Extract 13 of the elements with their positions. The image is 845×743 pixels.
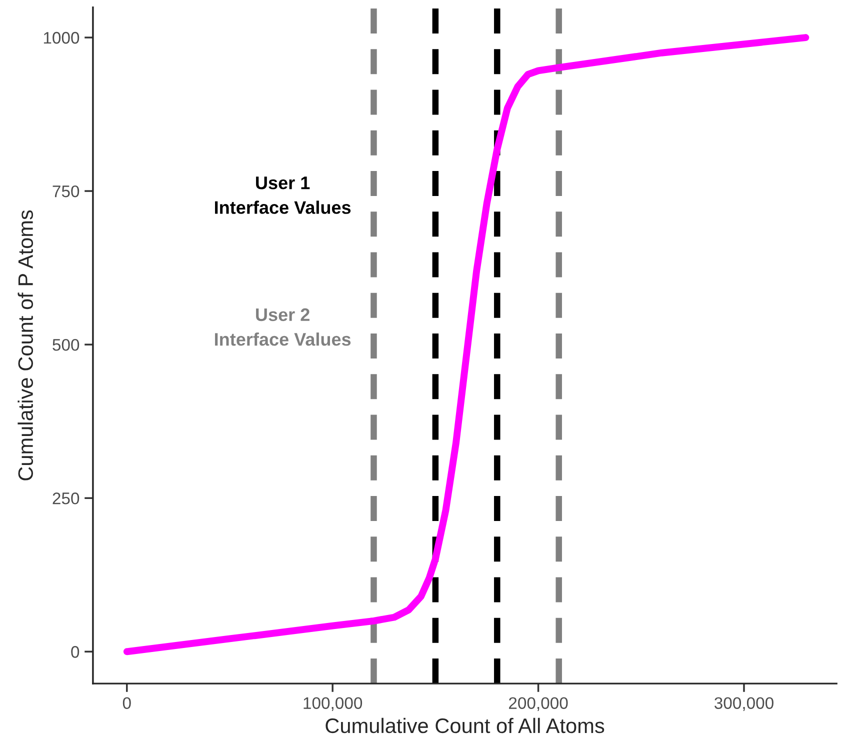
annotation: User 1 Interface Values (215, 176, 351, 214)
y-tick-label: 500 (52, 338, 80, 351)
y-tick-label: 250 (52, 492, 80, 504)
annotation: User 2 Interface Values (215, 308, 351, 346)
y-axis-title: Cumulative Count of P Atoms (18, 210, 34, 480)
y-tick-label: 0 (71, 646, 80, 658)
x-axis-title: Cumulative Count of All Atoms (326, 718, 604, 734)
x-tick-label: 100,000 (304, 697, 362, 711)
x-tick-label: 0 (122, 697, 131, 709)
y-tick-label: 750 (52, 185, 80, 198)
x-tick-label: 200,000 (509, 697, 568, 711)
y-tick-label: 1000 (44, 32, 80, 44)
x-tick-label: 300,000 (714, 697, 774, 711)
